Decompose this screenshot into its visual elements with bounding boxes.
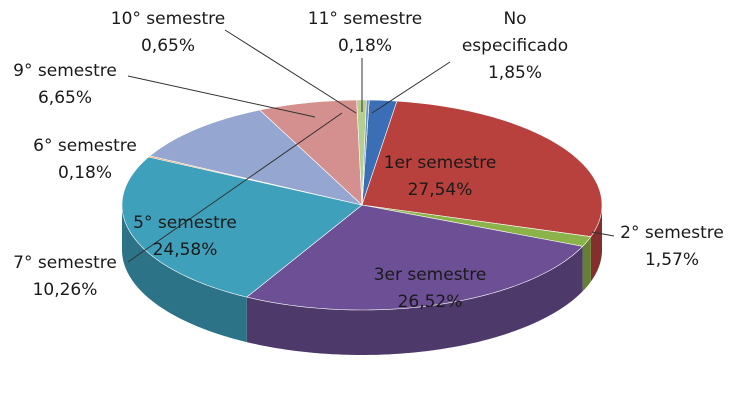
leader-line (591, 231, 615, 237)
value-label: 1,57% (644, 250, 699, 270)
category-label: 3er semestre (373, 265, 487, 285)
leader-line (371, 61, 451, 114)
category-label: 2° semestre (620, 223, 724, 243)
value-label: 1,85% (487, 63, 542, 83)
category-label: No especificado (461, 9, 569, 56)
slice (361, 99, 370, 206)
category-label: 7° semestre (13, 253, 117, 273)
category-label: 5° semestre (133, 213, 237, 233)
value-label: 10,26% (32, 280, 98, 300)
slice-side (122, 205, 247, 343)
category-label: 1er semestre (383, 153, 497, 173)
slice (149, 109, 364, 206)
slice (246, 204, 584, 311)
value-label: 24,58% (152, 240, 218, 260)
slice-label: 3er semestre 26,52% (350, 262, 510, 316)
value-label: 0,65% (140, 36, 195, 56)
category-label: 9° semestre (13, 61, 117, 81)
slice-label: 6° semestre 0,18% (15, 133, 155, 187)
value-label: 0,18% (337, 36, 392, 56)
leader-line (127, 112, 343, 263)
slice-label: No especificado 1,85% (455, 6, 575, 87)
slice-side (582, 236, 591, 292)
value-label: 0,18% (57, 163, 112, 183)
slice-label: 11° semestre 0,18% (295, 6, 435, 60)
slice-label: 9° semestre 6,65% (0, 58, 130, 112)
value-label: 6,65% (37, 88, 92, 108)
value-label: 26,52% (397, 292, 463, 312)
category-label: 10° semestre (110, 9, 226, 29)
value-label: 27,54% (407, 180, 473, 200)
slice-label: 5° semestre 24,58% (115, 210, 255, 264)
slice-side (590, 205, 602, 282)
category-label: 11° semestre (307, 9, 423, 29)
slice-label: 2° semestre 1,57% (607, 220, 737, 274)
slice-label: 7° semestre 10,26% (0, 250, 130, 304)
slice (361, 100, 603, 237)
leader-line (224, 29, 357, 114)
category-label: 6° semestre (33, 136, 137, 156)
slice-side (246, 246, 583, 355)
leader-line (127, 75, 316, 118)
slice (361, 204, 592, 247)
slice-label: 1er semestre 27,54% (360, 150, 520, 204)
slice-label: 10° semestre 0,65% (98, 6, 238, 60)
slice (121, 156, 363, 298)
